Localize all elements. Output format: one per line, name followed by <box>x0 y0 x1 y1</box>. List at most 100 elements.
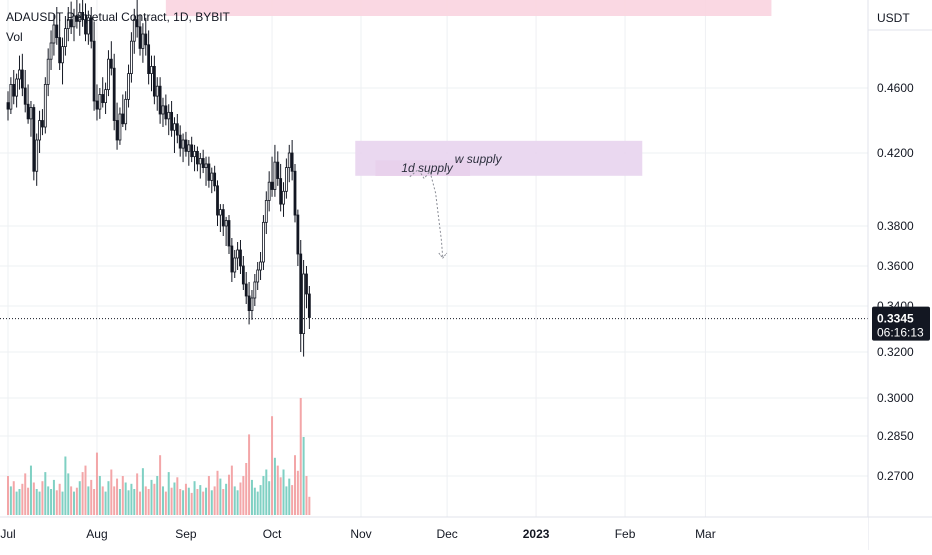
candle-body <box>150 66 153 75</box>
candle-body <box>181 139 185 149</box>
candle-body <box>264 200 268 223</box>
candle-body <box>132 19 136 42</box>
candle-body <box>221 209 225 227</box>
volume-bar <box>159 455 162 515</box>
supply-zone-rect <box>165 0 772 16</box>
volume-bar <box>93 489 96 515</box>
volume-bar <box>153 483 156 515</box>
volume-bar <box>182 490 185 515</box>
volume-bar <box>184 483 187 515</box>
volume-bar <box>216 470 219 515</box>
volume-bar <box>176 477 179 515</box>
volume-bar <box>265 469 268 515</box>
candle-body <box>170 111 173 131</box>
volume-bar <box>113 486 116 515</box>
candle-body <box>69 19 73 28</box>
volume-bar <box>55 490 58 515</box>
volume-bar <box>130 483 133 515</box>
projection-path <box>409 168 444 259</box>
candle-body <box>267 181 271 201</box>
volume-bar <box>64 456 67 515</box>
time-axis-background <box>0 517 868 550</box>
candle-body <box>207 163 211 181</box>
candle-body <box>86 17 90 35</box>
volume-bar <box>67 473 70 515</box>
volume-bar <box>219 478 222 515</box>
candle-body <box>121 113 125 125</box>
volume-bar <box>285 486 288 515</box>
candle-body <box>35 139 39 172</box>
time-tick-label: Mar <box>695 527 716 541</box>
candle-body <box>287 152 291 169</box>
candle-body <box>135 19 139 28</box>
last-price-value: 0.3345 <box>877 312 914 326</box>
time-tick-label: 2023 <box>523 527 550 541</box>
candle-body <box>305 273 308 295</box>
volume-bar <box>296 470 299 515</box>
volume-bar <box>124 482 127 515</box>
candle-body <box>296 214 300 255</box>
volume-bar <box>78 481 81 515</box>
volume-bar <box>170 487 173 515</box>
candle-body <box>164 105 168 120</box>
volume-bar <box>150 479 153 515</box>
candle-body <box>276 161 280 179</box>
candle-body <box>218 209 222 216</box>
volume-bar <box>259 485 262 515</box>
volume-bar <box>104 491 107 515</box>
supply-zone-label: 1d supply <box>401 161 453 175</box>
candle-body <box>101 94 105 104</box>
time-tick-label: Sep <box>175 527 197 541</box>
volume-bar <box>164 491 167 515</box>
volume-bar <box>32 482 35 515</box>
candle-body <box>95 100 99 110</box>
time-tick-label: Dec <box>436 527 457 541</box>
volume-bar <box>41 481 44 515</box>
volume-bar <box>213 486 216 515</box>
time-tick-label: Jul <box>0 527 15 541</box>
candle-body <box>84 19 87 35</box>
candle-body <box>270 181 274 190</box>
volume-bar <box>268 481 271 515</box>
volume-bar <box>167 472 170 515</box>
candle-body <box>307 293 311 318</box>
volume-bar <box>276 465 279 515</box>
volume-bar <box>61 491 64 515</box>
volume-bar <box>193 481 196 515</box>
volume-bar <box>248 434 251 515</box>
volume-bar <box>288 478 291 515</box>
volume-bar <box>305 476 308 515</box>
time-tick-label: Nov <box>350 527 371 541</box>
volume-bar <box>52 479 55 515</box>
time-tick-label: Aug <box>86 527 107 541</box>
volume-bar <box>173 482 176 515</box>
volume-bar <box>107 481 110 515</box>
volume-bar <box>245 463 248 515</box>
volume-bar <box>58 483 61 515</box>
volume-bar <box>253 487 256 515</box>
price-axis[interactable]: USDT0.46000.42000.38000.36000.34000.3200… <box>867 0 932 550</box>
candle-body <box>290 152 294 172</box>
candle-body <box>9 84 13 110</box>
candle-body <box>152 66 156 97</box>
volume-bar <box>29 465 32 515</box>
candle-body <box>55 24 59 39</box>
candle-body <box>284 167 288 192</box>
volume-bar <box>279 477 282 515</box>
volume-bar <box>156 476 159 515</box>
candle-body <box>302 273 306 334</box>
volume-bar <box>236 490 239 515</box>
price-tick-label: 0.2850 <box>877 429 914 443</box>
candle-body <box>250 297 254 311</box>
volume-bar <box>282 469 285 515</box>
time-axis[interactable]: Jul Aug Sep Oct Nov Dec 2023 Feb Mar <box>0 516 932 550</box>
candle-body <box>190 144 194 158</box>
volume-bar <box>12 481 15 515</box>
volume-bar <box>121 476 124 515</box>
candle-body <box>236 249 240 259</box>
candle-body <box>49 42 53 60</box>
volume-bar <box>179 489 182 515</box>
candle-body <box>201 158 205 169</box>
